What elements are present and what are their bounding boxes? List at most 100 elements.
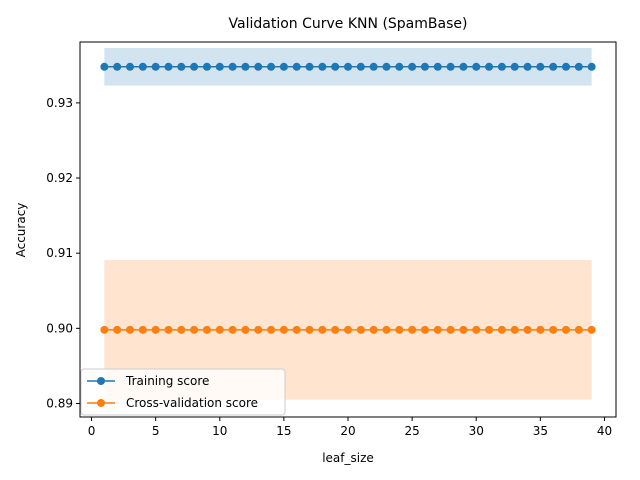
x-axis: 0 5 10 15 20 25 30 35 40: [88, 417, 612, 438]
data-point-0-1: [113, 62, 122, 71]
data-point-1-30: [485, 325, 494, 334]
data-point-1-14: [279, 325, 288, 334]
data-point-1-33: [523, 325, 532, 334]
data-point-0-23: [395, 62, 404, 71]
data-point-0-36: [561, 62, 570, 71]
data-point-0-29: [472, 62, 481, 71]
data-point-1-13: [267, 325, 276, 334]
data-point-1-26: [433, 325, 442, 334]
data-point-0-2: [126, 62, 135, 71]
data-point-1-2: [126, 325, 135, 334]
x-tick-label-5: 25: [404, 424, 419, 438]
data-point-1-10: [228, 325, 237, 334]
data-point-0-3: [138, 62, 147, 71]
data-point-1-8: [202, 325, 211, 334]
data-point-1-34: [536, 325, 545, 334]
data-point-1-3: [138, 325, 147, 334]
plot-area: [100, 48, 596, 400]
data-point-0-5: [164, 62, 173, 71]
y-tick-label-2: 0.91: [46, 246, 73, 260]
data-point-1-21: [369, 325, 378, 334]
data-point-0-4: [151, 62, 160, 71]
y-tick-label-0: 0.89: [46, 396, 73, 410]
data-point-1-15: [292, 325, 301, 334]
y-tick-label-3: 0.92: [46, 171, 73, 185]
data-point-0-33: [523, 62, 532, 71]
data-point-1-0: [100, 325, 109, 334]
data-point-1-35: [549, 325, 558, 334]
legend-entry-cross-validation: Cross-validation score: [87, 396, 258, 410]
data-point-1-9: [215, 325, 224, 334]
data-point-1-5: [164, 325, 173, 334]
data-point-0-10: [228, 62, 237, 71]
data-point-0-6: [177, 62, 186, 71]
data-point-0-8: [202, 62, 211, 71]
data-point-1-29: [472, 325, 481, 334]
data-point-0-14: [279, 62, 288, 71]
data-point-0-15: [292, 62, 301, 71]
series-points: [100, 62, 596, 334]
data-point-1-32: [510, 325, 519, 334]
data-point-0-26: [433, 62, 442, 71]
data-point-0-17: [318, 62, 327, 71]
data-point-0-22: [382, 62, 391, 71]
data-point-0-18: [331, 62, 340, 71]
data-point-1-31: [497, 325, 506, 334]
data-point-1-17: [318, 325, 327, 334]
data-point-1-7: [190, 325, 199, 334]
x-tick-label-3: 15: [276, 424, 291, 438]
y-tick-label-4: 0.93: [46, 96, 73, 110]
data-point-0-13: [267, 62, 276, 71]
data-point-0-9: [215, 62, 224, 71]
data-point-1-19: [344, 325, 352, 334]
data-point-0-31: [497, 62, 506, 71]
data-point-0-27: [446, 62, 455, 71]
data-point-0-24: [408, 62, 417, 71]
x-tick-label-0: 0: [88, 424, 96, 438]
data-point-1-12: [254, 325, 263, 334]
data-point-1-24: [408, 325, 417, 334]
data-point-1-37: [574, 325, 583, 334]
x-tick-label-2: 10: [212, 424, 227, 438]
data-point-0-21: [369, 62, 378, 71]
data-point-1-28: [459, 325, 468, 334]
data-point-1-36: [561, 325, 570, 334]
data-point-1-11: [241, 325, 250, 334]
legend-entry-training: Training score: [87, 374, 209, 388]
data-point-1-27: [446, 325, 455, 334]
y-axis-label: Accuracy: [14, 203, 28, 258]
data-point-0-25: [420, 62, 429, 71]
data-point-0-19: [344, 62, 352, 71]
data-point-0-16: [305, 62, 314, 71]
data-point-0-34: [536, 62, 545, 71]
x-tick-label-7: 35: [533, 424, 548, 438]
data-point-0-38: [587, 62, 596, 71]
legend-training-label: Training score: [125, 374, 209, 388]
data-point-1-25: [420, 325, 429, 334]
x-tick-label-8: 40: [597, 424, 612, 438]
x-tick-label-1: 5: [152, 424, 160, 438]
y-tick-label-1: 0.90: [46, 321, 73, 335]
legend-training-marker: [97, 377, 105, 385]
data-point-1-20: [356, 325, 365, 334]
legend-cv-label: Cross-validation score: [126, 396, 258, 410]
data-point-0-30: [485, 62, 494, 71]
data-point-1-38: [587, 325, 596, 334]
data-point-0-12: [254, 62, 263, 71]
y-axis: 0.89 0.90 0.91 0.92 0.93: [46, 96, 80, 410]
data-point-1-16: [305, 325, 314, 334]
data-point-0-37: [574, 62, 583, 71]
legend: Training score Cross-validation score: [80, 368, 286, 416]
data-point-0-0: [100, 62, 109, 71]
data-point-1-4: [151, 325, 160, 334]
data-point-0-7: [190, 62, 199, 71]
data-point-0-11: [241, 62, 250, 71]
chart-title: Validation Curve KNN (SpamBase): [229, 16, 468, 32]
data-point-0-20: [356, 62, 365, 71]
data-point-1-1: [113, 325, 122, 334]
x-tick-label-4: 20: [340, 424, 355, 438]
x-tick-label-6: 30: [469, 424, 484, 438]
data-point-1-22: [382, 325, 391, 334]
data-point-1-23: [395, 325, 404, 334]
legend-box: [80, 368, 286, 416]
